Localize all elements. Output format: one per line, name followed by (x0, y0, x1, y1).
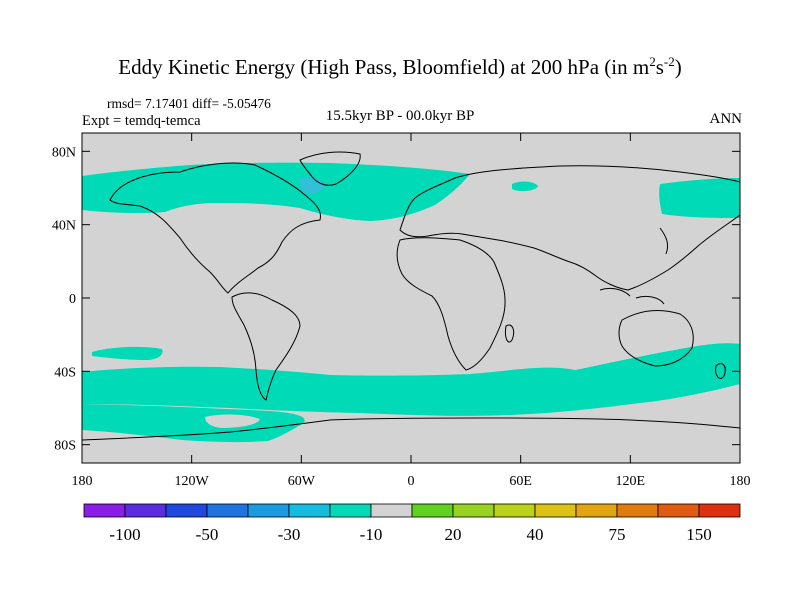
y-tick-label: 40S (54, 365, 76, 380)
colorbar-swatch (83, 503, 126, 518)
colorbar-label: 40 (527, 525, 544, 544)
colorbar-swatch (206, 503, 249, 518)
x-tick-label: 0 (408, 474, 415, 489)
colorbar-swatch (616, 503, 659, 518)
colorbar-swatch (657, 503, 700, 518)
south-anomaly-band (82, 343, 740, 443)
coast-maritime-continent (599, 287, 665, 305)
colorbar-swatch (411, 503, 454, 518)
colorbar-swatch (493, 503, 536, 518)
colorbar-swatch (165, 503, 208, 518)
x-tick-label: 60W (288, 474, 316, 489)
colorbar-label: 150 (686, 525, 712, 544)
coast-madagascar (505, 324, 515, 343)
x-axis: 180 120W 60W 0 60E 120E 180 (72, 133, 751, 489)
coast-new-zealand (715, 363, 726, 379)
colorbar-swatch (124, 503, 167, 518)
figure-title: Eddy Kinetic Energy (High Pass, Bloomfie… (118, 54, 682, 79)
colorbar-swatch (698, 503, 741, 518)
colorbar-label: -10 (360, 525, 383, 544)
season-label: ANN (709, 111, 743, 127)
y-tick-label: 80N (52, 145, 76, 160)
x-tick-label: 180 (72, 474, 93, 489)
coast-north-america (109, 162, 321, 294)
coastlines (82, 151, 740, 463)
y-tick-label: 40N (52, 219, 76, 234)
coast-australia (618, 310, 694, 367)
coast-south-america (231, 292, 301, 401)
coast-africa (396, 237, 506, 371)
experiment-label: Expt = temdq-temca (82, 113, 201, 129)
colorbar-label: 20 (445, 525, 462, 544)
colorbar-label: -100 (109, 525, 140, 544)
y-axis: 80N 40N 0 40S 80S (52, 145, 740, 454)
coast-antarctica (82, 417, 740, 463)
x-tick-label: 120E (616, 474, 646, 489)
colorbar-label: 75 (609, 525, 626, 544)
colorbar-swatch (575, 503, 618, 518)
coast-greenland (299, 151, 361, 186)
y-tick-label: 0 (69, 292, 76, 307)
colorbar-label: -50 (196, 525, 219, 544)
colorbar-swatch (370, 503, 413, 518)
gray-inset-patch (205, 414, 260, 428)
north-anomaly-band (82, 162, 740, 221)
colorbar-swatch (247, 503, 290, 518)
coast-japan (659, 227, 669, 255)
colorbar-swatch (329, 503, 372, 518)
x-tick-label: 180 (730, 474, 751, 489)
colorbar: -100 -50 -30 -10 20 40 75 150 (83, 503, 741, 544)
colorbar-swatch (288, 503, 331, 518)
stats-text: rmsd= 7.17401 diff= -5.05476 (107, 96, 271, 111)
colorbar-swatch (534, 503, 577, 518)
x-tick-label: 120W (175, 474, 210, 489)
coast-eurasia (399, 165, 740, 291)
period-label: 15.5kyr BP - 00.0kyr BP (325, 108, 475, 124)
colorbar-label: -30 (278, 525, 301, 544)
y-tick-label: 80S (54, 439, 76, 454)
labrador-patch (299, 177, 325, 194)
colorbar-swatch (452, 503, 495, 518)
x-tick-label: 60E (509, 474, 532, 489)
